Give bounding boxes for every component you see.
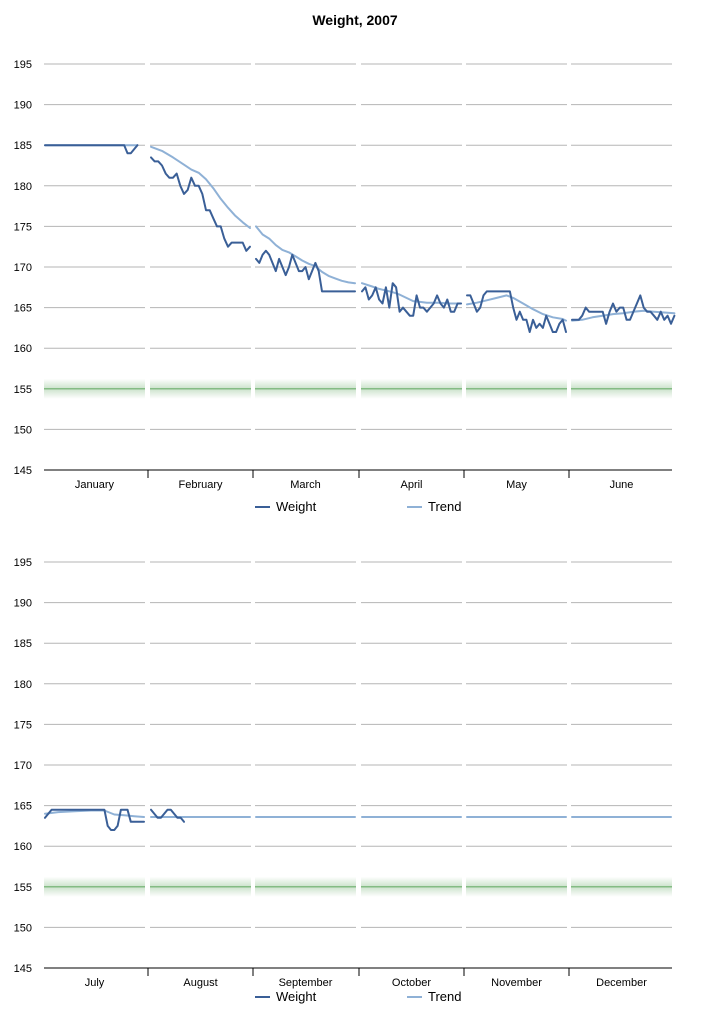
month-label: May xyxy=(506,479,527,491)
y-tick-label: 150 xyxy=(14,424,32,436)
weight-line-july xyxy=(44,808,145,831)
y-tick-label: 160 xyxy=(14,841,32,853)
trend-line-june xyxy=(571,309,676,322)
month-label: December xyxy=(596,977,647,989)
y-tick-label: 190 xyxy=(14,598,32,610)
month-label: November xyxy=(491,977,542,989)
month-label: August xyxy=(183,977,217,989)
y-tick-label: 145 xyxy=(14,963,32,975)
month-label: July xyxy=(85,977,105,989)
weight-line-february xyxy=(150,156,251,252)
y-tick-label: 175 xyxy=(14,221,32,233)
y-tick-label: 170 xyxy=(14,262,32,274)
weight-line-august xyxy=(150,808,185,823)
legend: Weight Trend xyxy=(255,499,461,514)
chart-panel-2: 145 150 155 160 165 170 175 180 185 190 195 July Aug… xyxy=(14,557,672,1004)
y-tick-label: 180 xyxy=(14,679,32,691)
legend-weight-label: Weight xyxy=(276,499,317,514)
trend-line-may xyxy=(466,294,567,322)
legend: Weight Trend xyxy=(255,989,461,1004)
chart-title: Weight, 2007 xyxy=(312,12,398,28)
month-label: June xyxy=(610,479,634,491)
y-tick-label: 165 xyxy=(14,801,32,813)
y-tick-label: 175 xyxy=(14,719,32,731)
weight-line-january xyxy=(44,144,139,155)
chart-panel-1: 145 150 155 160 165 170 175 180 185 190 195 January… xyxy=(14,59,676,514)
y-tick-label: 150 xyxy=(14,922,32,934)
weight-line-march xyxy=(255,249,356,293)
y-tick-label: 180 xyxy=(14,181,32,193)
weight-line-april xyxy=(361,282,462,317)
y-tick-label: 165 xyxy=(14,303,32,315)
legend-trend-label: Trend xyxy=(428,989,461,1004)
month-label: January xyxy=(75,479,115,491)
y-tick-label: 185 xyxy=(14,638,32,650)
trend-line-february xyxy=(150,145,251,229)
month-label: February xyxy=(178,479,223,491)
y-tick-label: 195 xyxy=(14,59,32,71)
month-label: April xyxy=(400,479,422,491)
chart-panels: 145 150 155 160 165 170 175 180 185 190 195 January… xyxy=(14,59,676,1004)
y-tick-label: 160 xyxy=(14,343,32,355)
month-label: March xyxy=(290,479,321,491)
y-tick-label: 155 xyxy=(14,882,32,894)
y-tick-label: 170 xyxy=(14,760,32,772)
y-tick-label: 190 xyxy=(14,100,32,112)
month-label: September xyxy=(279,977,333,989)
weight-line-june xyxy=(571,294,676,325)
weight-line-may xyxy=(466,290,567,333)
trend-line-march xyxy=(255,225,356,285)
legend-trend-label: Trend xyxy=(428,499,461,514)
y-tick-label: 185 xyxy=(14,140,32,152)
y-tick-label: 155 xyxy=(14,384,32,396)
legend-weight-label: Weight xyxy=(276,989,317,1004)
y-tick-label: 195 xyxy=(14,557,32,569)
month-label: October xyxy=(392,977,431,989)
y-tick-label: 145 xyxy=(14,465,32,477)
